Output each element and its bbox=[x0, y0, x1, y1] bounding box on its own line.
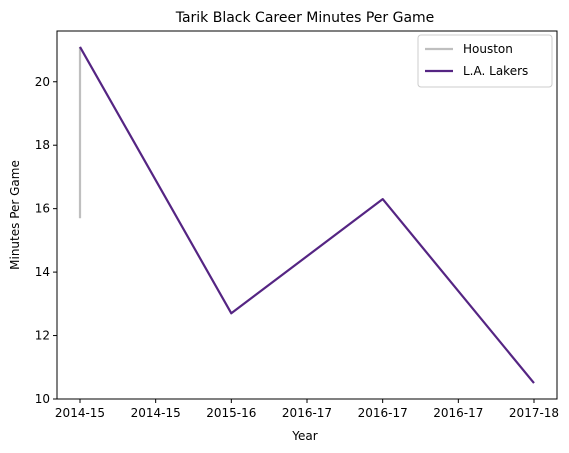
y-tick-label: 10 bbox=[35, 392, 50, 406]
x-tick-label: 2017-18 bbox=[509, 406, 559, 420]
y-axis-label: Minutes Per Game bbox=[8, 160, 22, 270]
y-tick-label: 14 bbox=[35, 265, 50, 279]
x-tick-label: 2014-15 bbox=[131, 406, 181, 420]
y-axis: 10 12 14 16 18 20 bbox=[35, 75, 57, 406]
chart-title: Tarik Black Career Minutes Per Game bbox=[175, 10, 435, 26]
x-tick-label: 2015-16 bbox=[206, 406, 256, 420]
series-layer bbox=[78, 46, 535, 384]
x-axis: 2014-15 2014-15 2015-16 2016-17 2016-17 2016-… bbox=[55, 399, 559, 420]
series-line-l-a-lakers bbox=[79, 46, 535, 384]
y-tick-label: 20 bbox=[35, 75, 50, 89]
y-tick-label: 12 bbox=[35, 329, 50, 343]
x-axis-label: Year bbox=[291, 429, 317, 443]
legend: Houston L.A. Lakers bbox=[417, 34, 553, 88]
legend-label: L.A. Lakers bbox=[463, 64, 528, 78]
x-tick-label: 2014-15 bbox=[55, 406, 105, 420]
x-tick-label: 2016-17 bbox=[433, 406, 483, 420]
y-tick-label: 18 bbox=[35, 138, 50, 152]
legend-label: Houston bbox=[463, 42, 513, 56]
x-tick-label: 2016-17 bbox=[358, 406, 408, 420]
y-tick-label: 16 bbox=[35, 202, 50, 216]
x-tick-label: 2016-17 bbox=[282, 406, 332, 420]
